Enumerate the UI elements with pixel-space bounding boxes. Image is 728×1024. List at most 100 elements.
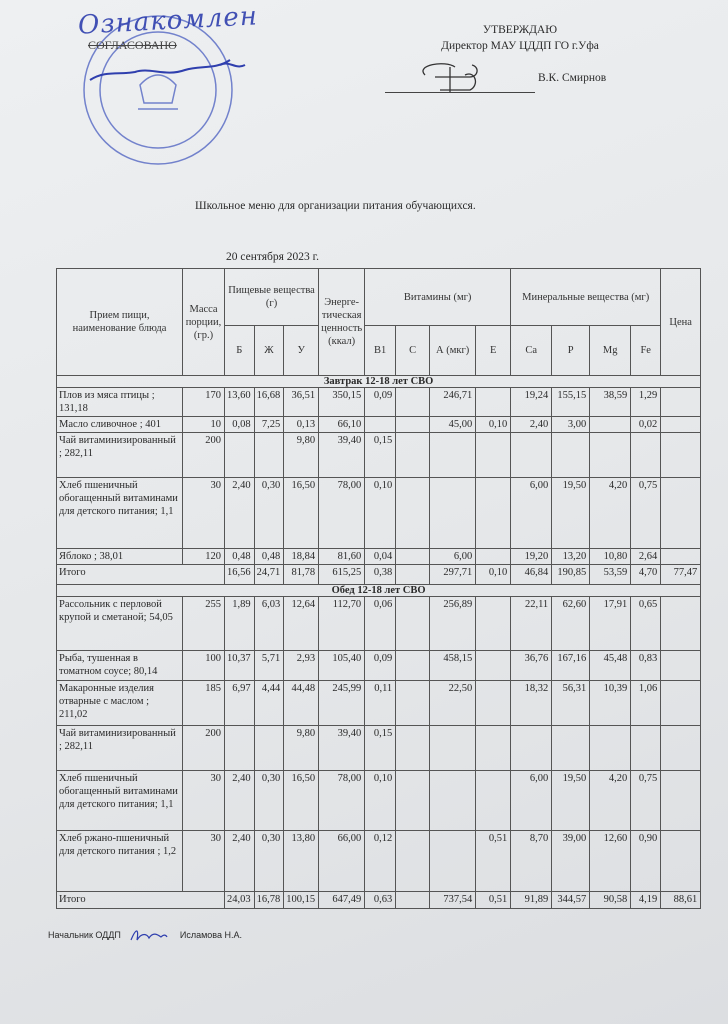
- header-minerals: Минеральные вещества (мг): [510, 268, 662, 326]
- footer-name: Исламова Н.А.: [179, 930, 242, 941]
- value-cell: 39,00: [551, 830, 591, 892]
- value-cell: 0,09: [364, 650, 397, 681]
- value-cell: [429, 770, 477, 831]
- value-cell: [475, 770, 512, 831]
- document-date: 20 сентября 2023 г.: [226, 251, 319, 263]
- value-cell: 0,02: [630, 416, 662, 433]
- value-cell: 2,40: [224, 477, 255, 549]
- section-title: Завтрак 12-18 лет СВО: [55, 375, 702, 388]
- value-cell: [475, 680, 512, 726]
- value-cell: 56,31: [551, 680, 591, 726]
- value-cell: 81,60: [318, 548, 366, 565]
- director-signature: [422, 63, 478, 92]
- dish-name: Чай витаминизированный ; 282,11: [56, 432, 183, 478]
- value-cell: [395, 596, 431, 651]
- agreed-label: СОГЛАСОВАНО: [88, 38, 177, 52]
- table-row: Чай витаминизированный ; 282,11 200 9,80 39…: [56, 725, 702, 771]
- value-cell: 100: [182, 650, 225, 681]
- value-cell: 6,00: [510, 770, 553, 831]
- value-cell: 246,71: [429, 387, 477, 417]
- value-cell: 737,54: [429, 891, 477, 909]
- value-cell: 2,40: [224, 770, 255, 831]
- value-cell: [395, 564, 431, 585]
- value-cell: 6,03: [253, 596, 285, 651]
- value-cell: 200: [182, 725, 225, 771]
- dish-name: Рыба, тушенная в томатном соусе; 80,14: [56, 650, 183, 681]
- value-cell: 4,19: [630, 891, 662, 909]
- subheader-cell: Б: [224, 325, 255, 376]
- value-cell: 30: [182, 830, 225, 892]
- value-cell: 0,30: [253, 770, 285, 831]
- document-title: Школьное меню для организации питания об…: [195, 200, 476, 212]
- value-cell: 120: [182, 548, 225, 565]
- table-row: Плов из мяса птицы ; 131,18 170 13,60 16,68…: [56, 387, 702, 417]
- value-cell: 90,58: [589, 891, 632, 909]
- value-cell: 78,00: [318, 770, 366, 831]
- value-cell: 24,71: [253, 564, 285, 585]
- value-cell: 9,80: [283, 432, 320, 478]
- value-cell: [660, 387, 702, 417]
- value-cell: [630, 432, 662, 478]
- value-cell: [510, 432, 553, 478]
- value-cell: 4,20: [589, 770, 632, 831]
- dish-name: Итого: [56, 891, 225, 909]
- value-cell: 0,10: [364, 770, 397, 831]
- value-cell: 0,13: [283, 416, 320, 433]
- section-title: Обед 12-18 лет СВО: [55, 584, 702, 597]
- subheader-cell: У: [283, 325, 320, 376]
- value-cell: [589, 725, 632, 771]
- header-nutrients: Пищевые вещества (г): [223, 268, 320, 326]
- value-cell: 30: [182, 770, 225, 831]
- value-cell: [429, 725, 477, 771]
- dish-name: Хлеб ржано-пшеничный для детского питани…: [56, 830, 183, 892]
- value-cell: 100,15: [283, 891, 320, 909]
- value-cell: 5,71: [253, 650, 285, 681]
- value-cell: 4,44: [253, 680, 285, 726]
- value-cell: 0,51: [475, 891, 512, 909]
- value-cell: 39,40: [318, 725, 366, 771]
- value-cell: 30: [182, 477, 225, 549]
- value-cell: 45,00: [429, 416, 477, 433]
- header-vitamins: Витамины (мг): [364, 268, 512, 326]
- table-row: Рассольник с перловой крупой и сметаной;…: [56, 596, 702, 651]
- value-cell: 350,15: [318, 387, 366, 417]
- total-row: Итого 24,03 16,78 100,15 647,49 0,63 737,54 0,5…: [56, 891, 702, 909]
- value-cell: 16,68: [253, 387, 285, 417]
- value-cell: 45,48: [589, 650, 632, 681]
- value-cell: [364, 416, 397, 433]
- value-cell: [395, 650, 431, 681]
- subheader-cell: В1: [364, 325, 397, 376]
- value-cell: [253, 725, 285, 771]
- value-cell: 19,20: [510, 548, 553, 565]
- value-cell: [475, 596, 512, 651]
- value-cell: 2,93: [283, 650, 320, 681]
- value-cell: 155,15: [551, 387, 591, 417]
- value-cell: 0,04: [364, 548, 397, 565]
- value-cell: 185: [182, 680, 225, 726]
- value-cell: 16,78: [253, 891, 285, 909]
- value-cell: 0,10: [475, 564, 512, 585]
- value-cell: [395, 725, 431, 771]
- value-cell: 245,99: [318, 680, 366, 726]
- value-cell: [395, 477, 431, 549]
- value-cell: 167,16: [551, 650, 591, 681]
- value-cell: [429, 477, 477, 549]
- value-cell: [660, 432, 702, 478]
- value-cell: 2,40: [224, 830, 255, 892]
- value-cell: 4,70: [630, 564, 662, 585]
- value-cell: 0,10: [475, 416, 512, 433]
- subheader-cell: Mg: [589, 325, 632, 376]
- dish-name: Хлеб пшеничный обогащенный витаминами дл…: [56, 770, 183, 831]
- value-cell: 77,47: [660, 564, 702, 585]
- value-cell: 18,32: [510, 680, 553, 726]
- value-cell: 19,50: [551, 477, 591, 549]
- table-row: Макаронные изделия отварные с маслом ; 2…: [56, 680, 702, 726]
- value-cell: 38,59: [589, 387, 632, 417]
- value-cell: [475, 387, 512, 417]
- value-cell: [630, 725, 662, 771]
- value-cell: 12,60: [589, 830, 632, 892]
- value-cell: 0,06: [364, 596, 397, 651]
- value-cell: 24,03: [224, 891, 255, 909]
- value-cell: 6,00: [510, 477, 553, 549]
- value-cell: [660, 725, 702, 771]
